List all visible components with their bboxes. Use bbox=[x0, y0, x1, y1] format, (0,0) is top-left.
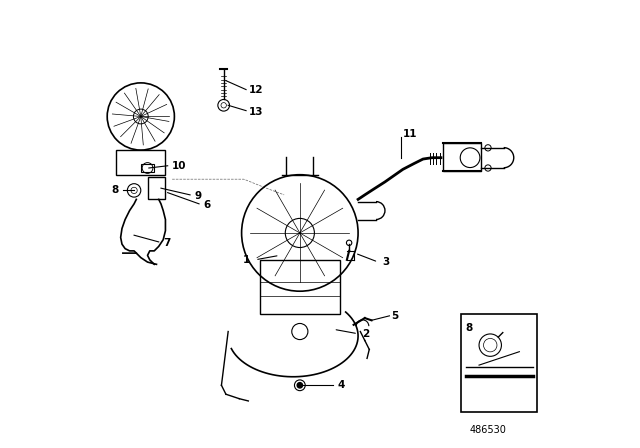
Text: 7: 7 bbox=[163, 238, 171, 248]
Text: 9: 9 bbox=[195, 191, 202, 201]
Text: 8: 8 bbox=[111, 185, 118, 195]
Bar bbox=[461, 314, 538, 412]
Text: 12: 12 bbox=[248, 86, 263, 95]
Text: 13: 13 bbox=[248, 107, 263, 117]
Text: 4: 4 bbox=[338, 380, 346, 390]
Text: 5: 5 bbox=[392, 311, 399, 321]
Text: 2: 2 bbox=[362, 329, 370, 339]
Bar bbox=[260, 260, 340, 314]
Text: 1: 1 bbox=[243, 255, 251, 265]
Circle shape bbox=[297, 383, 303, 388]
Text: 6: 6 bbox=[204, 200, 211, 210]
Text: 8: 8 bbox=[466, 323, 473, 332]
Text: 11: 11 bbox=[403, 129, 417, 139]
Bar bbox=[443, 143, 481, 171]
Text: 10: 10 bbox=[172, 161, 187, 171]
Bar bbox=[148, 177, 165, 199]
Text: 486530: 486530 bbox=[470, 425, 506, 435]
Bar bbox=[141, 164, 154, 172]
Text: 3: 3 bbox=[383, 257, 390, 267]
Bar bbox=[116, 150, 166, 175]
